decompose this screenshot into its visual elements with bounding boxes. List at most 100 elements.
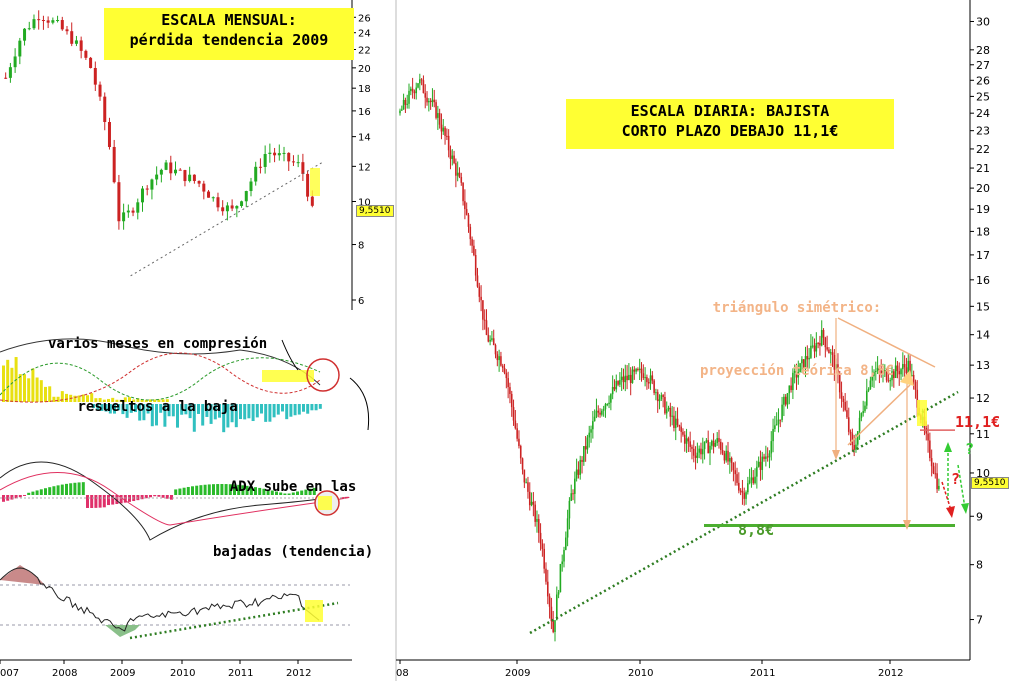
- daily-candle: [838, 373, 841, 393]
- daily-candle: [909, 360, 911, 376]
- adx-yellow-bar: [111, 397, 115, 402]
- daily-candle: [748, 480, 751, 484]
- daily-candle: [682, 431, 684, 435]
- daily-candle: [802, 359, 805, 369]
- daily-candle: [404, 99, 407, 105]
- macd-bar: [39, 489, 43, 495]
- daily-candle: [790, 385, 792, 391]
- daily-candle: [873, 371, 875, 377]
- daily-candle: [772, 429, 774, 442]
- daily-candle: [700, 448, 702, 455]
- macd-bar: [157, 495, 161, 497]
- daily-candle: [584, 446, 587, 450]
- daily-candle: [869, 380, 872, 390]
- daily-candle: [451, 155, 454, 159]
- daily-candle: [725, 450, 728, 461]
- adx-cyan-bar: [251, 404, 255, 422]
- adx-yellow-bar: [56, 396, 60, 402]
- adx-cyan-bar: [92, 404, 95, 408]
- adx-cyan-bar: [163, 404, 167, 427]
- daily-candle: [903, 364, 906, 368]
- daily-candle: [476, 275, 479, 287]
- monthly-candle: [140, 188, 144, 203]
- macd-bar: [249, 486, 253, 495]
- daily-candle: [453, 155, 455, 164]
- daily-candle: [485, 320, 488, 335]
- macd-bar: [123, 495, 127, 503]
- daily-candle: [885, 370, 888, 381]
- adx-cyan-bar: [234, 404, 238, 428]
- monthly-ytick-label: 20: [358, 64, 371, 75]
- macd-bar: [111, 495, 115, 505]
- daily-candle: [750, 477, 753, 481]
- daily-candle: [559, 564, 562, 593]
- daily-candle: [826, 347, 828, 350]
- daily-candle: [566, 518, 569, 538]
- macd-bar: [6, 495, 10, 501]
- daily-candle: [833, 354, 836, 370]
- daily-candle: [456, 172, 459, 176]
- daily-candle: [458, 172, 461, 178]
- daily-candle: [736, 474, 738, 483]
- daily-candle: [692, 448, 695, 456]
- daily-candle: [523, 469, 526, 483]
- adx-yellow-bar: [86, 395, 89, 402]
- daily-candle: [460, 177, 463, 183]
- macd-bar: [73, 482, 77, 495]
- monthly-candle: [188, 174, 192, 182]
- daily-candle: [575, 469, 578, 479]
- daily-candle: [617, 381, 619, 385]
- adx-cyan-bar: [113, 404, 116, 414]
- daily-candle: [433, 99, 436, 103]
- daily-candle: [930, 458, 933, 467]
- adx-cyan-bar: [318, 404, 322, 409]
- daily-candle: [887, 380, 890, 382]
- daily-candle: [611, 386, 614, 395]
- daily-candle: [801, 359, 803, 364]
- monthly-candle: [306, 173, 310, 197]
- adx-cyan-bar: [302, 404, 305, 412]
- daily-candle: [707, 440, 709, 454]
- monthly-candle: [221, 207, 225, 212]
- adx-yellow-bar: [81, 394, 85, 402]
- daily-candle: [792, 372, 794, 391]
- daily-candle: [534, 504, 536, 522]
- daily-candle: [936, 473, 938, 490]
- daily-candle: [846, 410, 848, 418]
- daily-candle: [586, 437, 589, 450]
- daily-candle: [408, 90, 410, 104]
- daily-candle: [473, 245, 475, 256]
- daily-candle: [471, 239, 473, 246]
- daily-candle: [907, 360, 910, 374]
- macd-bar: [304, 489, 308, 495]
- daily-candle: [860, 413, 863, 418]
- adx-cyan-bar: [289, 404, 293, 417]
- monthly-ytick-label: 22: [358, 45, 371, 56]
- adx-yellow-bar: [23, 374, 26, 402]
- daily-candle: [491, 338, 493, 340]
- daily-candle: [602, 409, 605, 411]
- daily-candle: [743, 492, 746, 499]
- daily-candle: [858, 417, 861, 432]
- macd-bar: [212, 484, 215, 495]
- daily-candle: [626, 375, 628, 381]
- adx-cyan-bar: [226, 404, 230, 428]
- monthly-candle: [41, 20, 45, 22]
- monthly-candle: [240, 201, 244, 206]
- adx-yellow-bar: [136, 398, 140, 402]
- daily-candle: [880, 370, 883, 374]
- macd-bar: [312, 487, 316, 495]
- daily-candle: [683, 434, 686, 444]
- daily-candle: [734, 470, 737, 475]
- daily-candle: [774, 425, 776, 430]
- daily-candle: [685, 438, 688, 444]
- adx-cyan-bar: [268, 404, 272, 422]
- macd-bar: [308, 488, 312, 495]
- daily-candle: [465, 209, 468, 215]
- daily-candle: [644, 377, 646, 379]
- macd-bar: [18, 495, 22, 498]
- daily-candle: [518, 438, 520, 446]
- daily-candle: [696, 452, 699, 458]
- adx-cyan-bar: [138, 404, 142, 421]
- daily-candle: [550, 606, 553, 622]
